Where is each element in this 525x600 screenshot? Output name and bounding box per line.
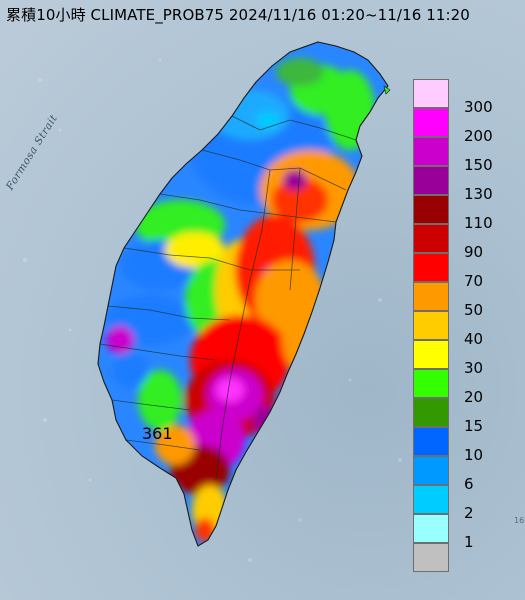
legend-label: 30 (464, 359, 484, 377)
legend-swatch (413, 311, 449, 340)
legend-label: 15 (464, 417, 484, 435)
legend-swatch (413, 427, 449, 456)
legend-swatch (413, 195, 449, 224)
legend-swatch (413, 224, 449, 253)
legend-swatch (413, 166, 449, 195)
legend-swatch (413, 398, 449, 427)
turtle-island (383, 85, 391, 95)
legend-label: 10 (464, 446, 484, 464)
legend-swatch (413, 282, 449, 311)
map-title: 累積10小時 CLIMATE_PROB75 2024/11/16 01:20~1… (6, 6, 470, 24)
legend-swatch (413, 514, 449, 543)
legend-label: 150 (464, 156, 493, 174)
maximum-value-label: 361 (142, 424, 173, 443)
legend-label: 70 (464, 272, 484, 290)
legend-swatch (413, 253, 449, 282)
legend-label: 300 (464, 98, 493, 116)
legend-swatch (413, 137, 449, 166)
legend-label: 110 (464, 214, 493, 232)
legend-label: 200 (464, 127, 493, 145)
legend-label: 40 (464, 330, 484, 348)
legend: 300 200 150 130 110 90 70 50 40 30 20 15 10 6 2 1 (413, 79, 519, 572)
legend-label: 90 (464, 243, 484, 261)
legend-swatch (413, 543, 449, 572)
legend-swatch (413, 485, 449, 514)
county-boundaries (99, 115, 357, 481)
legend-label: 20 (464, 388, 484, 406)
legend-label: 6 (464, 475, 474, 493)
legend-label: 1 (464, 533, 474, 551)
legend-label: 2 (464, 504, 474, 522)
legend-swatch (413, 369, 449, 398)
edge-text: 16 (514, 516, 525, 525)
legend-label: 50 (464, 301, 484, 319)
legend-swatch (413, 108, 449, 137)
legend-swatch (413, 456, 449, 485)
legend-swatch (413, 79, 449, 108)
legend-swatch (413, 340, 449, 369)
legend-label: 130 (464, 185, 493, 203)
